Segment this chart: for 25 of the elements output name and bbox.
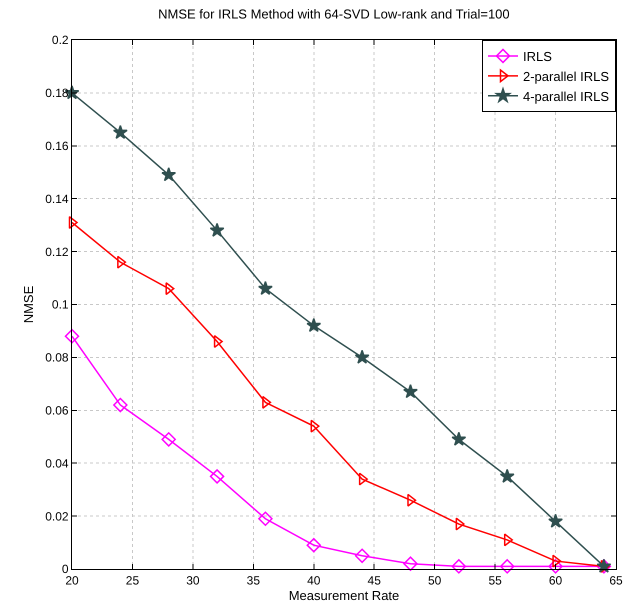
y-tick-label: 0.08 <box>45 350 69 365</box>
y-tick-label: 0.14 <box>45 192 69 206</box>
x-tick-label: 55 <box>488 573 502 588</box>
x-tick-label: 45 <box>368 573 382 588</box>
x-tick-label: 50 <box>428 573 442 588</box>
legend-label: 2-parallel IRLS <box>523 68 610 84</box>
y-tick-label: 0.2 <box>52 33 69 48</box>
legend-label: IRLS <box>523 49 552 64</box>
x-tick-label: 25 <box>126 573 140 588</box>
x-tick-label: 40 <box>307 573 321 588</box>
y-tick-label: 0.02 <box>45 509 69 524</box>
chart-title: NMSE for IRLS Method with 64-SVD Low-rank and Trial=100 <box>158 6 510 22</box>
x-tick-label: 35 <box>246 573 260 588</box>
y-tick-label: 0.06 <box>45 404 69 418</box>
y-tick-label: 0.16 <box>45 139 69 153</box>
x-axis-title: Measurement Rate <box>288 588 400 603</box>
y-tick-label: 0.18 <box>45 86 69 100</box>
y-tick-label: 0.12 <box>45 244 69 259</box>
x-tick-label: 30 <box>186 573 200 588</box>
y-tick-label: 0.1 <box>52 298 69 312</box>
x-tick-label: 65 <box>609 573 623 588</box>
y-axis-title: NMSE <box>21 285 36 324</box>
legend-label: 4-parallel IRLS <box>523 88 610 104</box>
x-tick-label: 60 <box>548 573 563 588</box>
y-tick-label: 0.04 <box>45 456 69 470</box>
